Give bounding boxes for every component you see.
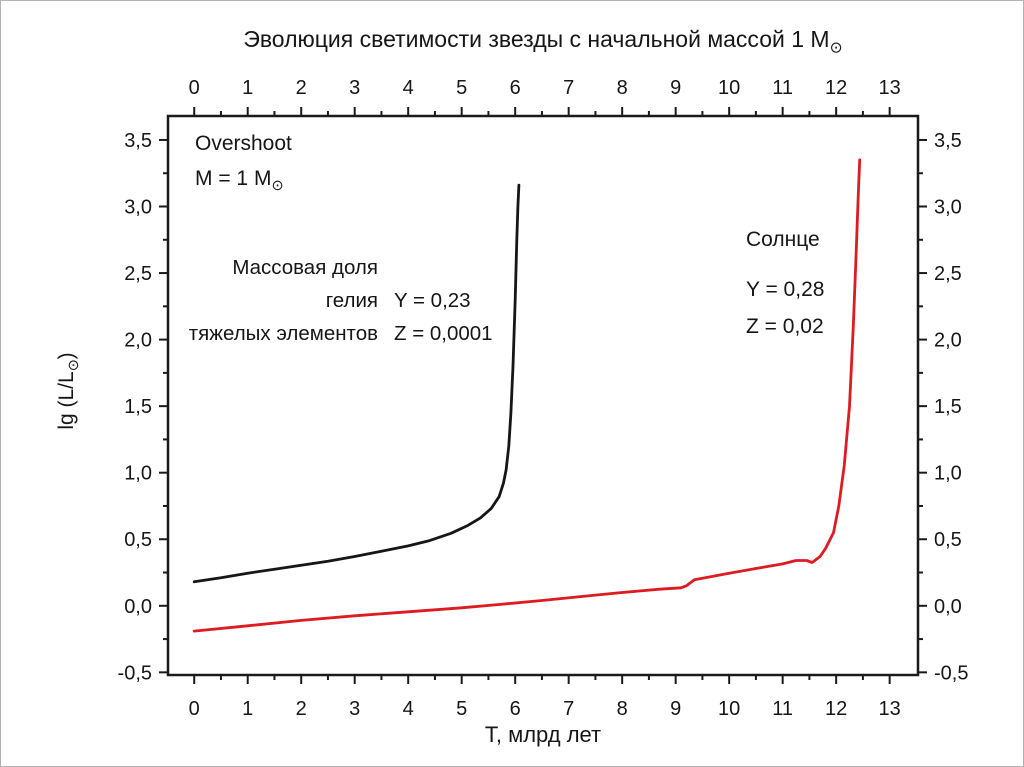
x-tick-label-top: 10 bbox=[718, 77, 740, 99]
y-tick-label-right: 2,5 bbox=[934, 263, 962, 285]
x-tick-label-bottom: 12 bbox=[825, 698, 847, 720]
x-axis-label: Т, млрд лет bbox=[484, 722, 602, 747]
y-tick-label-right: 3,5 bbox=[934, 130, 962, 152]
y-tick-label-left: 1,0 bbox=[124, 463, 152, 485]
x-tick-label-top: 12 bbox=[825, 77, 847, 99]
x-tick-label-top: 5 bbox=[456, 77, 467, 99]
helium-fraction-value: Y = 0,23 bbox=[394, 289, 471, 312]
y-tick-label-right: 2,0 bbox=[934, 330, 962, 352]
series-curve-overshoot bbox=[192, 183, 521, 584]
spacer bbox=[394, 251, 493, 284]
y-tick-label-left: 3,0 bbox=[124, 197, 152, 219]
y-tick-label-left: 1,5 bbox=[124, 396, 152, 418]
y-tick-label-right: 1,5 bbox=[934, 396, 962, 418]
x-tick-label-top: 2 bbox=[296, 77, 307, 99]
x-tick-label-top: 0 bbox=[189, 77, 200, 99]
y-axis-label: lg (L/L⊙) bbox=[55, 291, 83, 491]
y-tick-label-left: 2,5 bbox=[124, 263, 152, 285]
x-tick-label-bottom: 9 bbox=[670, 698, 681, 720]
x-tick-label-bottom: 6 bbox=[510, 698, 521, 720]
x-tick-label-bottom: 10 bbox=[718, 698, 740, 720]
x-tick-label-top: 6 bbox=[510, 77, 521, 99]
x-tick-label-top: 9 bbox=[670, 77, 681, 99]
sun-series-label: Солнце bbox=[746, 228, 820, 251]
mass-fraction-title: Массовая доля bbox=[232, 256, 378, 279]
solar-luminosity-symbol: ⊙ bbox=[65, 359, 82, 372]
y-tick-label-right: 0,5 bbox=[934, 529, 962, 551]
x-tick-label-bottom: 13 bbox=[879, 698, 901, 720]
helium-label: гелия bbox=[325, 289, 378, 312]
heavy-elements-value: Z = 0,0001 bbox=[394, 322, 493, 345]
x-tick-label-top: 3 bbox=[349, 77, 360, 99]
plot-frame bbox=[166, 114, 920, 677]
y-tick-label-right: 3,0 bbox=[934, 197, 962, 219]
series-curve-sun bbox=[192, 158, 862, 633]
y-tick-label-right: 1,0 bbox=[934, 463, 962, 485]
y-tick-label-right: 0,0 bbox=[934, 596, 962, 618]
x-tick-label-bottom: 1 bbox=[242, 698, 253, 720]
solar-mass-symbol: ⊙ bbox=[829, 39, 843, 57]
initial-mass-label: M = 1 M⊙ bbox=[195, 167, 283, 194]
overshoot-label: Overshoot bbox=[195, 132, 292, 155]
sun-helium-value: Y = 0,28 bbox=[746, 278, 825, 301]
x-tick-label-bottom: 7 bbox=[563, 698, 574, 720]
x-tick-label-top: 4 bbox=[403, 77, 414, 99]
solar-mass-symbol: ⊙ bbox=[271, 177, 284, 194]
mass-fraction-annotation: Массовая доля гелия Y = 0,23 тяжелых эле… bbox=[171, 251, 493, 350]
x-tick-label-bottom: 8 bbox=[617, 698, 628, 720]
x-tick-label-bottom: 2 bbox=[296, 698, 307, 720]
heavy-elements-label: тяжелых элементов bbox=[188, 322, 378, 345]
x-tick-label-top: 8 bbox=[617, 77, 628, 99]
x-tick-label-bottom: 4 bbox=[403, 698, 414, 720]
x-tick-label-bottom: 11 bbox=[772, 698, 793, 720]
initial-mass-text: M = 1 M bbox=[195, 167, 272, 190]
x-tick-label-top: 13 bbox=[879, 77, 901, 99]
chart-title: Эволюция светимости звезды с начальной м… bbox=[168, 26, 918, 57]
y-axis-label-close: ) bbox=[55, 352, 78, 360]
y-tick-label-right: -0,5 bbox=[934, 662, 968, 684]
x-tick-label-bottom: 5 bbox=[456, 698, 467, 720]
x-tick-label-bottom: 0 bbox=[189, 698, 200, 720]
x-tick-label-top: 11 bbox=[772, 77, 793, 99]
y-tick-label-left: 2,0 bbox=[124, 330, 152, 352]
y-axis-label-text: lg (L/L bbox=[55, 371, 78, 430]
x-tick-label-top: 1 bbox=[242, 77, 253, 99]
y-tick-label-left: 3,5 bbox=[124, 130, 152, 152]
y-tick-label-left: 0,5 bbox=[124, 529, 152, 551]
y-tick-label-left: 0,0 bbox=[124, 596, 152, 618]
x-tick-label-top: 7 bbox=[563, 77, 574, 99]
sun-metallicity-value: Z = 0,02 bbox=[746, 315, 824, 338]
chart-title-text: Эволюция светимости звезды с начальной м… bbox=[243, 26, 830, 52]
y-tick-label-left: -0,5 bbox=[118, 662, 152, 684]
x-tick-label-bottom: 3 bbox=[349, 698, 360, 720]
